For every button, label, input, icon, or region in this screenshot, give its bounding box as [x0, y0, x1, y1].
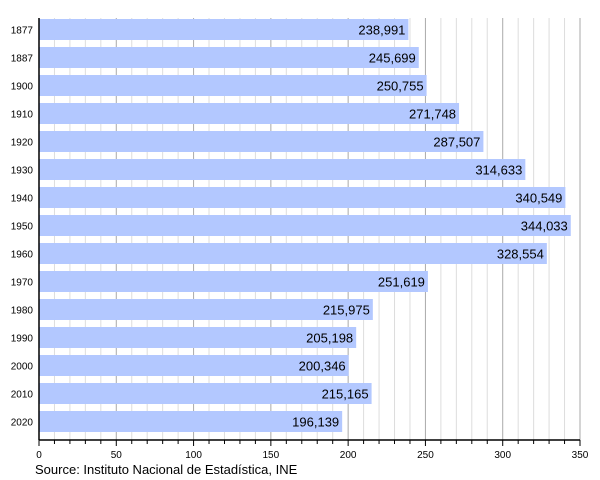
data-label: 238,991 [358, 23, 405, 38]
y-tick-label: 1950 [11, 222, 34, 233]
y-tick-label: 1970 [11, 278, 34, 289]
bar [39, 47, 419, 68]
data-label: 251,619 [378, 275, 425, 290]
data-label: 200,346 [299, 359, 346, 374]
y-tick-label: 1980 [11, 306, 34, 317]
data-label: 314,633 [475, 163, 522, 178]
x-tick-label: 150 [263, 450, 280, 461]
x-tick-label: 0 [36, 450, 42, 461]
x-tick-label: 50 [111, 450, 123, 461]
y-tick-label: 1930 [11, 166, 34, 177]
y-tick-label: 2000 [11, 362, 34, 373]
bar [39, 215, 571, 236]
data-label: 205,198 [306, 331, 353, 346]
bar [39, 103, 460, 124]
data-label: 271,748 [409, 107, 456, 122]
data-label: 196,139 [292, 415, 339, 430]
x-tick-label: 100 [185, 450, 202, 461]
data-label: 287,507 [433, 135, 480, 150]
y-tick-label: 2020 [11, 418, 34, 429]
bar [39, 187, 566, 208]
y-tick-label: 1990 [11, 334, 34, 345]
data-label: 340,549 [515, 191, 562, 206]
data-label: 328,554 [497, 247, 544, 262]
y-tick-label: 1910 [11, 110, 34, 121]
data-label: 245,699 [369, 51, 416, 66]
y-tick-label: 1920 [11, 138, 34, 149]
bar [39, 75, 427, 96]
data-label: 215,975 [323, 303, 370, 318]
data-label: 215,165 [322, 387, 369, 402]
x-tick-label: 300 [494, 450, 511, 461]
bar [39, 131, 484, 152]
x-tick-label: 250 [417, 450, 434, 461]
x-tick-label: 350 [572, 450, 589, 461]
y-tick-label: 1960 [11, 250, 34, 261]
bar [39, 159, 526, 180]
bar [39, 327, 357, 348]
source-note: Source: Instituto Nacional de Estadístic… [35, 462, 298, 477]
bar [39, 299, 373, 320]
y-tick-label: 1887 [11, 54, 34, 65]
bar [39, 19, 409, 40]
data-label: 250,755 [377, 79, 424, 94]
y-tick-label: 1940 [11, 194, 34, 205]
bar [39, 355, 349, 376]
bar [39, 243, 547, 264]
y-tick-label: 2010 [11, 390, 34, 401]
bar [39, 383, 372, 404]
bar [39, 271, 428, 292]
bar [39, 411, 343, 432]
data-label: 344,033 [521, 219, 568, 234]
y-tick-label: 1877 [11, 26, 34, 37]
y-tick-label: 1900 [11, 82, 34, 93]
x-tick-label: 200 [340, 450, 357, 461]
